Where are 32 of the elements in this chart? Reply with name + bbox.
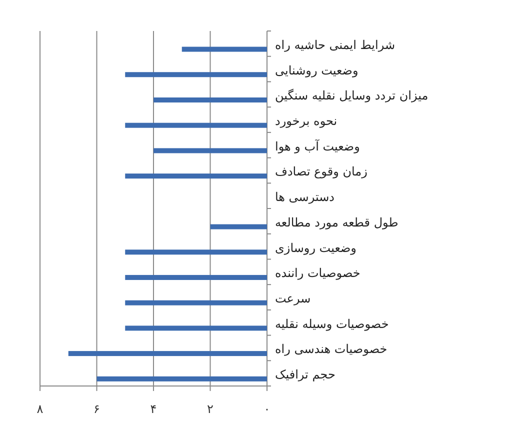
y-tick-label: وضعیت آب و هوا [275, 138, 360, 154]
y-tick-label: نحوه برخورد [275, 114, 338, 128]
bar [125, 72, 267, 78]
y-tick-label: سرعت [275, 292, 311, 306]
y-tick-label: حجم ترافیک [275, 368, 336, 382]
bar [125, 300, 267, 306]
y-tick-label: شرایط ایمنی حاشیه راه [275, 38, 396, 52]
bar [68, 351, 267, 356]
y-tick-label: زمان وقوع تصادف [275, 164, 368, 179]
bar [182, 46, 267, 52]
bar [210, 224, 267, 230]
y-tick-label: خصوصیات هندسی راه [275, 342, 388, 356]
bar [154, 97, 267, 102]
bar [125, 326, 267, 331]
y-tick-label: طول قطعه مورد مطالعه [275, 215, 398, 230]
y-tick-label: میزان تردد وسایل نقلیه سنگین [275, 88, 428, 103]
bar [154, 148, 267, 154]
bar [125, 250, 267, 255]
y-tick-label: دسترسی ها [275, 190, 334, 204]
bar [125, 122, 267, 128]
bar [96, 376, 267, 382]
x-tick-label: ۲ [207, 402, 214, 416]
bar [125, 174, 267, 179]
x-tick-label: ۸ [36, 402, 44, 416]
y-tick-label: وضعیت روشنایی [275, 63, 358, 78]
x-tick-label: ۰ [264, 402, 270, 416]
y-tick-label: خصوصیات راننده [275, 266, 360, 280]
y-tick-label: خصوصیات وسیله نقلیه [275, 316, 389, 331]
x-tick-label: ۶ [94, 402, 100, 416]
y-tick-label: وضعیت روسازی [275, 240, 356, 255]
x-tick-label: ۴ [150, 402, 157, 416]
bar [125, 274, 267, 280]
